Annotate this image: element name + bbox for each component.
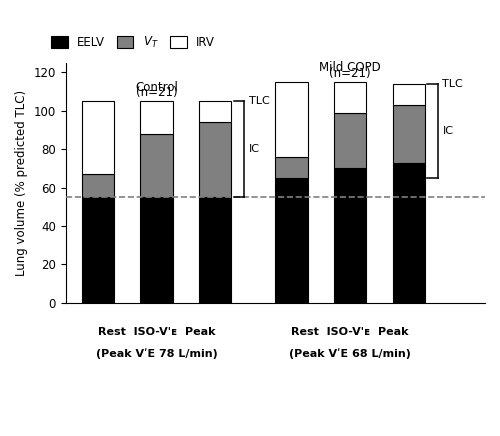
Text: Control: Control [135, 81, 178, 94]
Bar [140, 134, 172, 197]
Bar [276, 82, 308, 157]
Text: (n=21): (n=21) [330, 67, 371, 80]
Bar [392, 163, 425, 303]
Bar [82, 197, 114, 303]
Bar [82, 101, 114, 174]
Text: Mild COPD: Mild COPD [319, 61, 381, 74]
Text: IC: IC [249, 144, 260, 154]
Bar [334, 168, 366, 303]
Bar [199, 123, 232, 197]
Bar [140, 101, 172, 134]
Y-axis label: Lung volume (% predicted TLC): Lung volume (% predicted TLC) [15, 90, 28, 276]
Text: (Peak VʹE 68 L/min): (Peak VʹE 68 L/min) [289, 348, 411, 359]
Bar [82, 174, 114, 197]
Text: TLC: TLC [442, 79, 463, 89]
Bar [334, 82, 366, 113]
Bar [392, 105, 425, 163]
Text: (Peak VʹE 78 L/min): (Peak VʹE 78 L/min) [96, 348, 218, 359]
Text: (n=21): (n=21) [136, 86, 177, 99]
Text: Rest  ISO-V'ᴇ  Peak: Rest ISO-V'ᴇ Peak [98, 327, 216, 337]
Bar [276, 157, 308, 178]
Bar [392, 84, 425, 105]
Bar [140, 197, 172, 303]
Bar [334, 113, 366, 168]
Text: Rest  ISO-V'ᴇ  Peak: Rest ISO-V'ᴇ Peak [292, 327, 409, 337]
Bar [199, 101, 232, 123]
Bar [276, 178, 308, 303]
Legend: EELV, $V_T$, IRV: EELV, $V_T$, IRV [46, 31, 220, 55]
Text: TLC: TLC [249, 96, 270, 106]
Text: IC: IC [442, 126, 454, 136]
Bar [199, 197, 232, 303]
